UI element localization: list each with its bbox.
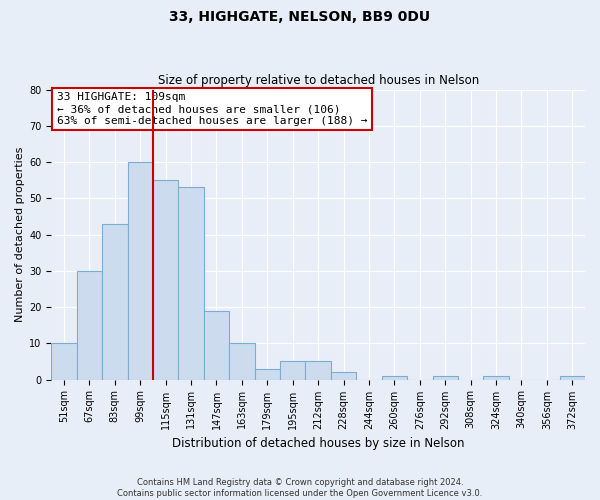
Y-axis label: Number of detached properties: Number of detached properties (15, 147, 25, 322)
Bar (254, 368, 280, 380)
Bar (178, 188, 204, 380)
Bar (382, 376, 407, 380)
Bar (433, 376, 458, 380)
Bar (77, 271, 102, 380)
Title: Size of property relative to detached houses in Nelson: Size of property relative to detached ho… (158, 74, 479, 87)
Bar (51, 344, 77, 380)
Bar (128, 162, 153, 380)
Text: 33, HIGHGATE, NELSON, BB9 0DU: 33, HIGHGATE, NELSON, BB9 0DU (169, 10, 431, 24)
Bar (305, 362, 331, 380)
Bar (280, 362, 305, 380)
Bar (229, 344, 254, 380)
Text: Contains HM Land Registry data © Crown copyright and database right 2024.
Contai: Contains HM Land Registry data © Crown c… (118, 478, 482, 498)
Bar (102, 224, 128, 380)
Bar (204, 310, 229, 380)
Bar (484, 376, 509, 380)
Text: 33 HIGHGATE: 109sqm
← 36% of detached houses are smaller (106)
63% of semi-detac: 33 HIGHGATE: 109sqm ← 36% of detached ho… (56, 92, 367, 126)
Bar (331, 372, 356, 380)
Bar (560, 376, 585, 380)
Bar (153, 180, 178, 380)
X-axis label: Distribution of detached houses by size in Nelson: Distribution of detached houses by size … (172, 437, 464, 450)
